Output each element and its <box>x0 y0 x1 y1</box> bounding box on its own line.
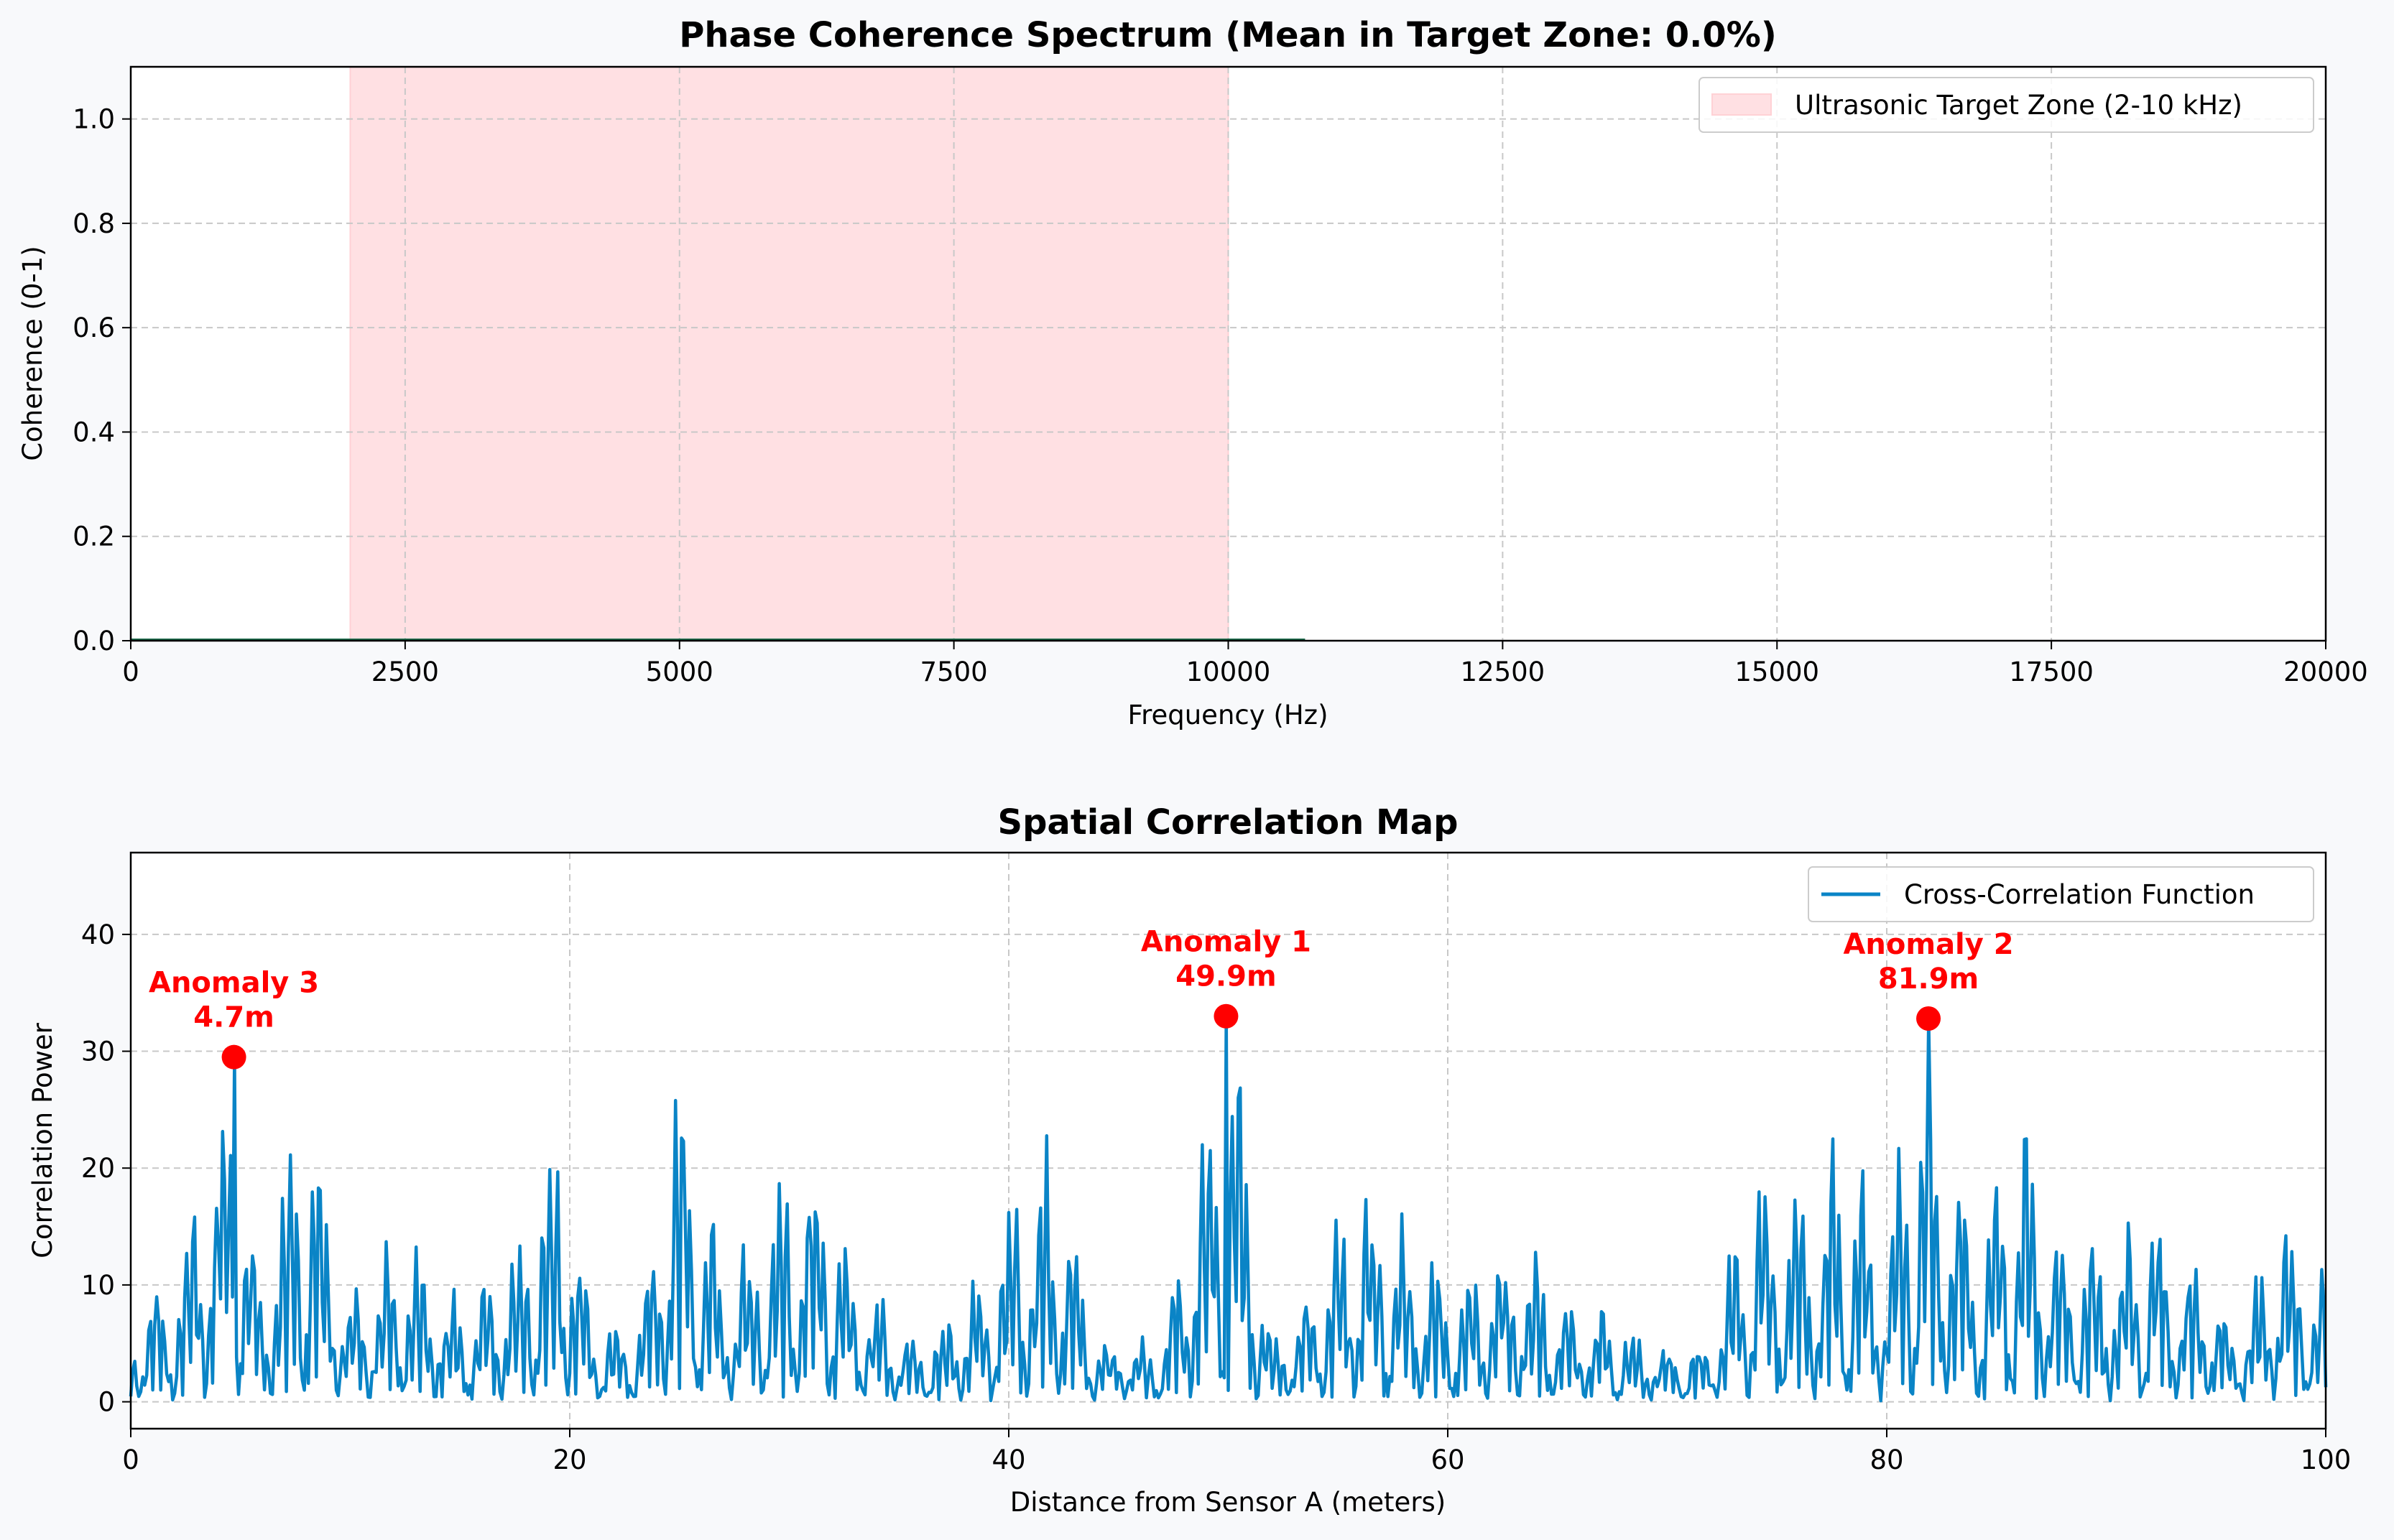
anomaly-marker <box>221 1044 246 1070</box>
y-tick-label: 0.6 <box>73 312 115 343</box>
y-axis-label: Correlation Power <box>27 1022 58 1258</box>
x-tick-label: 2500 <box>371 657 439 687</box>
anomaly-distance-label: 81.9m <box>1878 962 1979 996</box>
anomaly-distance-label: 4.7m <box>193 1001 274 1034</box>
anomaly-label: Anomaly 2 <box>1843 928 2013 961</box>
x-tick-label: 20000 <box>2283 657 2368 687</box>
y-tick-label: 30 <box>81 1036 115 1067</box>
chart-title: Phase Coherence Spectrum (Mean in Target… <box>679 15 1777 55</box>
x-tick-label: 0 <box>122 657 139 687</box>
y-tick-label: 1.0 <box>73 104 115 135</box>
legend-label-cross-correlation: Cross-Correlation Function <box>1904 879 2255 910</box>
y-tick-label: 20 <box>81 1153 115 1184</box>
x-tick-label: 100 <box>2301 1444 2352 1475</box>
y-tick-label: 0.2 <box>73 521 115 552</box>
legend: Cross-Correlation Function <box>1808 866 2314 922</box>
x-tick-label: 20 <box>553 1444 586 1475</box>
x-tick-label: 0 <box>122 1444 139 1475</box>
y-tick-label: 40 <box>81 919 115 950</box>
x-tick-label: 12500 <box>1461 657 1545 687</box>
x-tick-label: 40 <box>992 1444 1025 1475</box>
y-tick-label: 0.8 <box>73 208 115 239</box>
legend-box <box>1699 77 2314 133</box>
coherence-chart: 0 2500 5000 7500 10000 12500 15000 17500 20000 0… <box>17 15 2368 730</box>
anomaly-distance-label: 49.9m <box>1175 960 1276 993</box>
y-ticks: 0 10 20 30 40 <box>81 919 131 1418</box>
chart-title: Spatial Correlation Map <box>998 802 1459 843</box>
y-tick-label: 0.0 <box>73 626 115 657</box>
x-tick-label: 5000 <box>646 657 713 687</box>
anomaly-marker <box>1214 1003 1239 1029</box>
x-tick-label: 17500 <box>2009 657 2094 687</box>
anomaly-label: Anomaly 3 <box>149 967 319 1000</box>
anomaly-label: Anomaly 1 <box>1141 926 1311 959</box>
x-axis-label: Distance from Sensor A (meters) <box>1010 1487 1446 1518</box>
x-ticks: 0 20 40 60 80 100 <box>122 1429 2351 1475</box>
x-axis-label: Frequency (Hz) <box>1127 700 1328 730</box>
x-tick-label: 10000 <box>1186 657 1271 687</box>
legend-swatch-target-zone <box>1711 93 1772 116</box>
spatial-correlation-chart: Anomaly 34.7m Anomaly 149.9m Anomaly 281.9… <box>27 802 2351 1518</box>
y-tick-label: 0 <box>98 1387 115 1418</box>
y-tick-label: 0.4 <box>73 417 115 447</box>
x-tick-label: 80 <box>1870 1444 1903 1475</box>
legend-box <box>1808 866 2314 922</box>
anomaly-markers: Anomaly 34.7m Anomaly 149.9m Anomaly 281.9… <box>149 926 2014 1070</box>
y-tick-label: 10 <box>81 1270 115 1301</box>
cross-correlation-series-line <box>129 1014 2328 1403</box>
target-zone-band <box>349 66 1229 641</box>
x-tick-label: 60 <box>1431 1444 1464 1475</box>
y-axis-label: Coherence (0-1) <box>17 246 48 460</box>
x-tick-label: 15000 <box>1734 657 1819 687</box>
x-tick-label: 7500 <box>920 657 988 687</box>
grid <box>131 67 2326 641</box>
legend: Ultrasonic Target Zone (2-10 kHz) <box>1699 77 2314 133</box>
legend-label-target-zone: Ultrasonic Target Zone (2-10 kHz) <box>1795 90 2242 121</box>
y-ticks: 0.0 0.2 0.4 0.6 0.8 1.0 <box>73 104 131 657</box>
x-ticks: 0 2500 5000 7500 10000 12500 15000 17500 20000 <box>122 641 2368 687</box>
anomaly-marker <box>1916 1006 1941 1031</box>
plot-frame <box>129 851 2327 1430</box>
